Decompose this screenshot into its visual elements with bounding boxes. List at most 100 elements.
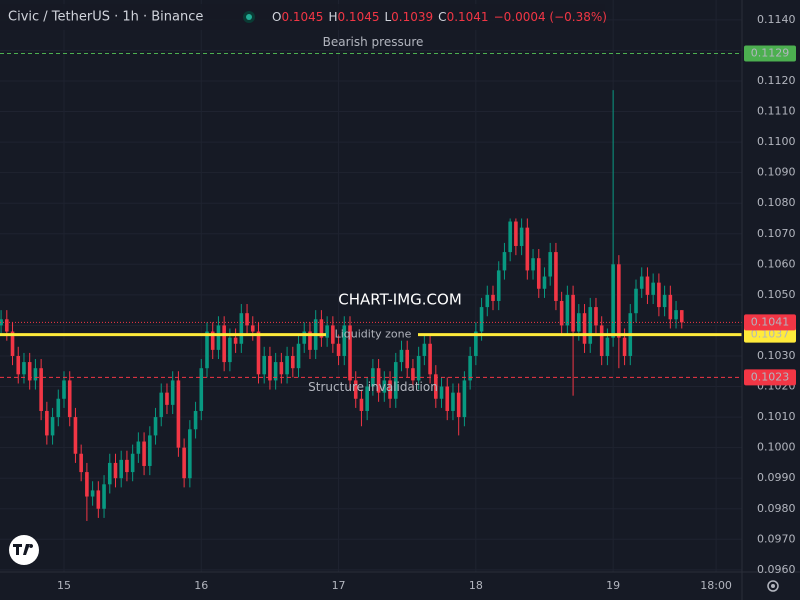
x-tick-label: 17 (332, 579, 346, 592)
candle-body (331, 325, 335, 344)
candle-body (45, 410, 49, 436)
candle-body (302, 331, 307, 344)
ohlc-key: H (328, 10, 337, 24)
candle-body (113, 462, 118, 479)
candle-body (639, 276, 644, 289)
candle-body (445, 386, 450, 411)
candle-body (188, 429, 192, 479)
x-tick-label: 16 (194, 579, 208, 592)
candle-body (548, 252, 553, 277)
price-box (744, 45, 796, 62)
candle-body (0, 319, 3, 326)
candle-body (176, 380, 181, 448)
candle-body (411, 368, 415, 381)
candle-body (651, 282, 655, 295)
candle-body (125, 459, 129, 473)
candle-body (468, 355, 472, 381)
y-tick-label: 0.0970 (757, 532, 796, 545)
candle-body (439, 386, 444, 399)
candle-body (210, 331, 215, 350)
price-box-label: 0.1129 (751, 46, 790, 59)
candle-body (508, 221, 512, 253)
candle-body (27, 362, 32, 381)
candle-body (342, 325, 347, 356)
x-tick-label: 19 (606, 579, 620, 592)
candle-body (245, 313, 249, 326)
candle-body (388, 380, 392, 399)
y-tick-label: 0.1050 (757, 288, 796, 301)
y-tick-label: 0.1030 (757, 349, 796, 362)
tv-logo (9, 535, 39, 565)
candle-body (571, 294, 575, 332)
candle-body (422, 343, 427, 356)
candle-body (239, 313, 244, 344)
x-tick-label: 18:00 (700, 579, 732, 592)
candle-body (462, 380, 467, 418)
candle-body (325, 325, 329, 338)
candle-body (285, 355, 289, 375)
candle-body (542, 276, 547, 289)
candle-body (10, 331, 15, 356)
watermark: CHART-IMG.COM (338, 291, 462, 309)
settings-icon[interactable] (767, 580, 779, 592)
candle-body (617, 264, 621, 338)
candle-body (67, 380, 72, 418)
candle-body (531, 258, 535, 271)
candle-body (182, 447, 186, 479)
candle-body (62, 380, 66, 399)
ohlc-key: C (438, 10, 446, 24)
price-box (744, 326, 796, 343)
candle-body (662, 294, 667, 308)
candle-body (273, 362, 278, 381)
candle-body (291, 355, 295, 369)
candle-body (153, 417, 158, 436)
candle-body (130, 453, 135, 473)
candle-body (622, 337, 627, 356)
x-tick-label: 18 (469, 579, 483, 592)
y-tick-label: 0.0960 (757, 563, 796, 576)
candle-body (96, 490, 101, 509)
plot-area (0, 90, 684, 521)
candle-body (599, 325, 604, 356)
candle-body (308, 331, 312, 350)
candle-body (228, 337, 232, 363)
candle-body (582, 313, 587, 344)
candle-body (348, 325, 352, 381)
ohlc-key: O (272, 10, 281, 24)
gear[interactable] (767, 580, 779, 592)
candle-body (451, 392, 455, 411)
y-tick-label: 0.1060 (757, 257, 796, 270)
candle-body (554, 252, 558, 301)
candle-body (559, 300, 564, 326)
price-box (744, 369, 796, 386)
ohlc-key: L (384, 10, 391, 24)
y-tick-label: 0.0980 (757, 502, 796, 515)
candle-body (588, 307, 593, 344)
candle-body (353, 380, 358, 399)
candle-body (165, 392, 169, 405)
candle-body (90, 490, 95, 497)
y-tick-label: 0.1010 (757, 410, 796, 423)
candle-body (668, 294, 673, 320)
y-tick-label: 0.1000 (757, 441, 796, 454)
header-bg (0, 4, 605, 30)
candle-body (605, 337, 610, 356)
candle-body (399, 349, 404, 363)
chart-title: Civic / TetherUS · 1h · Binance (8, 10, 203, 25)
candle-body (159, 392, 164, 418)
ohlc-value: 0.1041 (447, 10, 489, 24)
candle-body (365, 386, 369, 411)
candle-body (148, 435, 152, 466)
axes: 0.0960 0.0970 0.0980 0.0990 0.1000 0.1010 0.10… (57, 13, 796, 592)
logo-mark (13, 544, 34, 555)
level-label: Structure invalidation (308, 380, 438, 394)
candle-body (416, 355, 421, 381)
change: −0.0004 (−0.38%) (494, 10, 607, 24)
candle-body (536, 258, 541, 289)
candle-body (657, 282, 661, 308)
candle-body (491, 294, 495, 301)
candle-body (359, 398, 364, 411)
logo-bg (9, 535, 39, 565)
